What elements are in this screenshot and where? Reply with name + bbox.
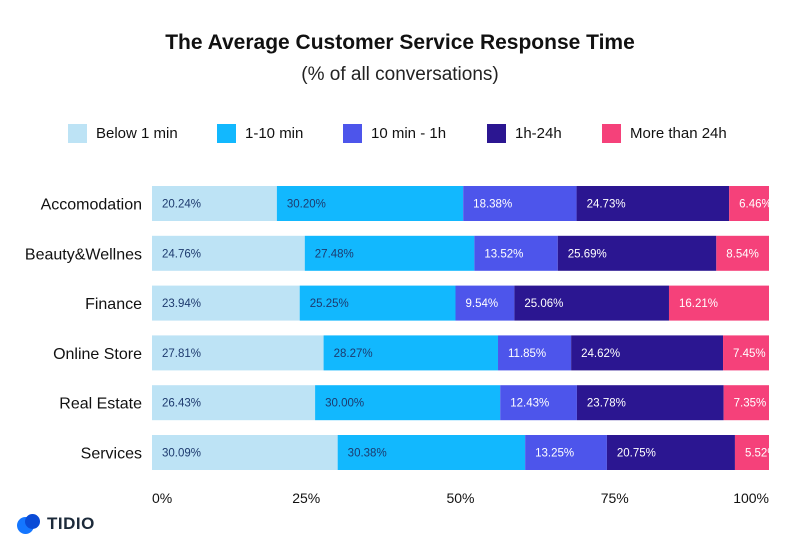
legend-item-1h-24h: 1h-24h (487, 122, 562, 144)
x-tick-label: 75% (601, 490, 629, 506)
bar-segment (668, 285, 769, 321)
data-label: 24.76% (162, 248, 201, 260)
legend-label: Below 1 min (96, 124, 178, 142)
bar-segment (152, 235, 305, 271)
data-label: 20.75% (617, 448, 656, 460)
legend-swatch (602, 123, 621, 143)
legend-label: 1-10 min (245, 124, 304, 142)
legend-label: 1h-24h (515, 124, 562, 142)
legend-item-below-1-min: Below 1 min (68, 122, 178, 144)
bar-segment (723, 385, 769, 421)
data-label: 9.54% (466, 298, 499, 310)
data-label: 30.09% (162, 448, 201, 460)
legend-item-10-min-1h: 10 min - 1h (343, 122, 446, 144)
x-tick-label: 100% (733, 490, 769, 506)
data-label: 11.85% (508, 348, 546, 360)
bar-segment (152, 335, 324, 371)
chart-title: The Average Customer Service Response Ti… (165, 31, 635, 54)
data-label: 18.38% (473, 199, 512, 211)
bar-segment (500, 385, 577, 421)
data-label: 13.52% (484, 248, 523, 260)
category-label: Real Estate (59, 396, 142, 413)
data-label: 25.25% (310, 298, 349, 310)
bar-segment (498, 335, 572, 371)
bar-segment (734, 435, 769, 470)
bar-segment (723, 335, 769, 371)
bar-segment (455, 285, 515, 321)
brand-name: TIDIO (47, 514, 95, 533)
bar-segment (315, 385, 501, 421)
bar-segment (299, 285, 456, 321)
data-label: 30.00% (325, 398, 364, 410)
bar-segment (525, 435, 607, 470)
bar-segment (576, 186, 730, 221)
x-tick-label: 50% (446, 490, 474, 506)
bar-segment (276, 186, 464, 221)
data-label: 23.78% (587, 398, 626, 410)
data-label: 27.81% (162, 348, 201, 360)
x-tick-label: 25% (292, 490, 320, 506)
data-label: 24.62% (581, 348, 620, 360)
legend-swatch (487, 123, 506, 143)
data-label: 23.94% (162, 298, 201, 310)
chart-legend: Below 1 min 1-10 min 10 min - 1h 1h-24h … (68, 122, 800, 144)
data-label: 16.21% (679, 298, 718, 310)
data-label: 25.69% (568, 248, 607, 260)
legend-swatch (343, 123, 362, 143)
legend-swatch (68, 123, 87, 143)
data-label: 7.35% (734, 398, 767, 410)
data-label: 20.24% (162, 199, 201, 211)
legend-label: More than 24h (630, 124, 727, 142)
data-label: 30.38% (348, 448, 387, 460)
bar-segment (152, 285, 300, 321)
bar-segment (152, 186, 277, 221)
bar-segment (729, 186, 769, 221)
legend-item-more-than-24h: More than 24h (602, 122, 727, 144)
bar-segment (323, 335, 499, 371)
data-label: 5.52% (745, 448, 778, 460)
category-label: Online Store (53, 346, 142, 363)
data-label: 8.54% (726, 248, 759, 260)
tidio-logo: TIDIO (17, 511, 95, 537)
legend-item-1-10-min: 1-10 min (217, 122, 303, 144)
legend-swatch (217, 123, 236, 143)
bar-segment (557, 235, 717, 271)
bar-segment (716, 235, 769, 271)
bar-segment (463, 186, 577, 221)
data-label: 30.20% (287, 199, 326, 211)
category-label: Finance (85, 296, 142, 313)
tidio-logo-icon (17, 512, 41, 536)
category-label: Accomodation (41, 197, 142, 214)
data-label: 12.43% (510, 398, 549, 410)
chart-subtitle: (% of all conversations) (301, 64, 499, 85)
bar-segment (304, 235, 475, 271)
data-label: 25.06% (524, 298, 563, 310)
category-label: Services (81, 446, 142, 463)
x-tick-label: 0% (152, 490, 172, 506)
bar-segment (571, 335, 724, 371)
bar-segment (576, 385, 724, 421)
data-label: 24.73% (587, 199, 626, 211)
data-label: 26.43% (162, 398, 201, 410)
bar-segment (152, 385, 316, 421)
legend-label: 10 min - 1h (371, 124, 447, 142)
data-label: 6.46% (739, 199, 772, 211)
bar-segment (606, 435, 735, 470)
data-label: 28.27% (334, 348, 373, 360)
data-label: 27.48% (315, 248, 354, 260)
bar-segment (152, 435, 338, 470)
bar-segment (514, 285, 669, 321)
data-label: 13.25% (535, 448, 574, 460)
bar-segment (337, 435, 526, 470)
category-label: Beauty&Wellnes (25, 246, 142, 263)
bar-segment (474, 235, 558, 271)
data-label: 7.45% (733, 348, 766, 360)
